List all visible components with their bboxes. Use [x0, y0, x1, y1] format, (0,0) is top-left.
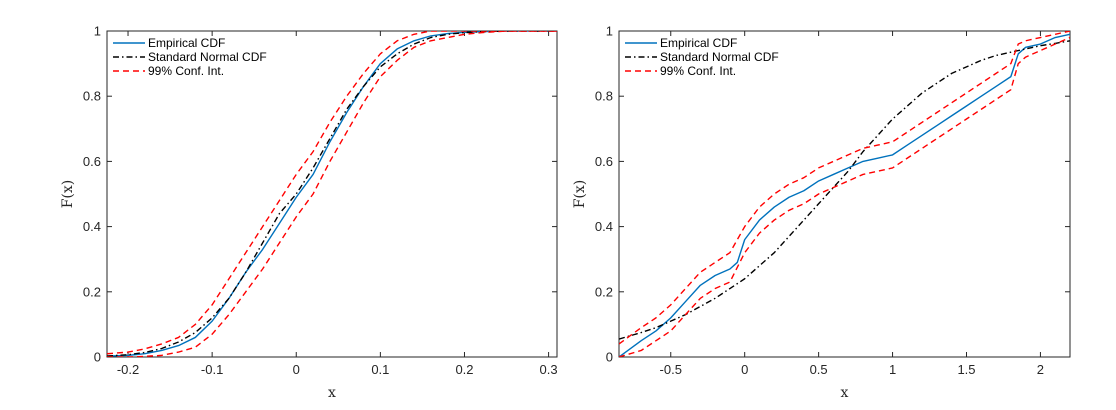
y-tick-label: 0.2	[83, 284, 101, 299]
x-axis-label: x	[328, 385, 336, 401]
series-line	[107, 31, 557, 357]
legend-label: Standard Normal CDF	[660, 50, 779, 64]
y-tick-label: 0.4	[83, 219, 101, 234]
legend-label: 99% Conf. Int.	[148, 64, 224, 78]
y-tick-label: 0.6	[595, 154, 613, 169]
series-line	[619, 36, 1070, 357]
x-tick-label: 0.5	[810, 362, 828, 377]
series-line	[107, 31, 557, 355]
x-tick-label: 0	[741, 362, 748, 377]
x-tick-label: 0	[293, 362, 300, 377]
y-tick-label: 0.6	[83, 154, 101, 169]
legend-label: Empirical CDF	[660, 36, 737, 50]
y-tick-label: 0.4	[595, 219, 613, 234]
series-line	[619, 33, 1070, 357]
x-axis-label: x	[841, 385, 849, 401]
series-line	[619, 31, 1070, 345]
legend-label: 99% Conf. Int.	[660, 64, 736, 78]
x-tick-label: 1.5	[957, 362, 975, 377]
x-tick-label: 0.1	[371, 362, 389, 377]
legend-label: Standard Normal CDF	[148, 50, 267, 64]
legend-label: Empirical CDF	[148, 36, 225, 50]
y-tick-label: 0	[94, 350, 101, 365]
x-tick-label: 0.2	[455, 362, 473, 377]
series-line	[107, 31, 557, 357]
y-tick-label: 0.2	[595, 284, 613, 299]
y-axis-label: F(x)	[572, 180, 588, 209]
y-tick-label: 0.8	[595, 89, 613, 104]
chart-left: -0.2 -0.1 0 0.1 0.2 0.3 0 0.2 0.4 0.6 0.8 1 x F(x) Emp…	[60, 24, 558, 402]
y-tick-label: 0	[606, 350, 613, 365]
plot-area	[106, 30, 558, 358]
series-line	[107, 31, 557, 357]
y-axis-label: F(x)	[60, 180, 76, 209]
plot-area	[618, 30, 1071, 358]
x-tick-label: -0.5	[660, 362, 682, 377]
y-tick-label: 1	[94, 24, 101, 39]
y-tick-label: 1	[606, 24, 613, 39]
x-tick-label: 1	[889, 362, 896, 377]
y-tick-label: 0.8	[83, 89, 101, 104]
x-tick-label: -0.1	[201, 362, 223, 377]
x-tick-label: -0.2	[117, 362, 139, 377]
chart-right: -0.5 0 0.5 1 1.5 2 0 0.2 0.4 0.6 0.8 1 x F(x) Empirica…	[572, 24, 1071, 401]
x-tick-label: 2	[1037, 362, 1044, 377]
x-tick-label: 0.3	[540, 362, 558, 377]
